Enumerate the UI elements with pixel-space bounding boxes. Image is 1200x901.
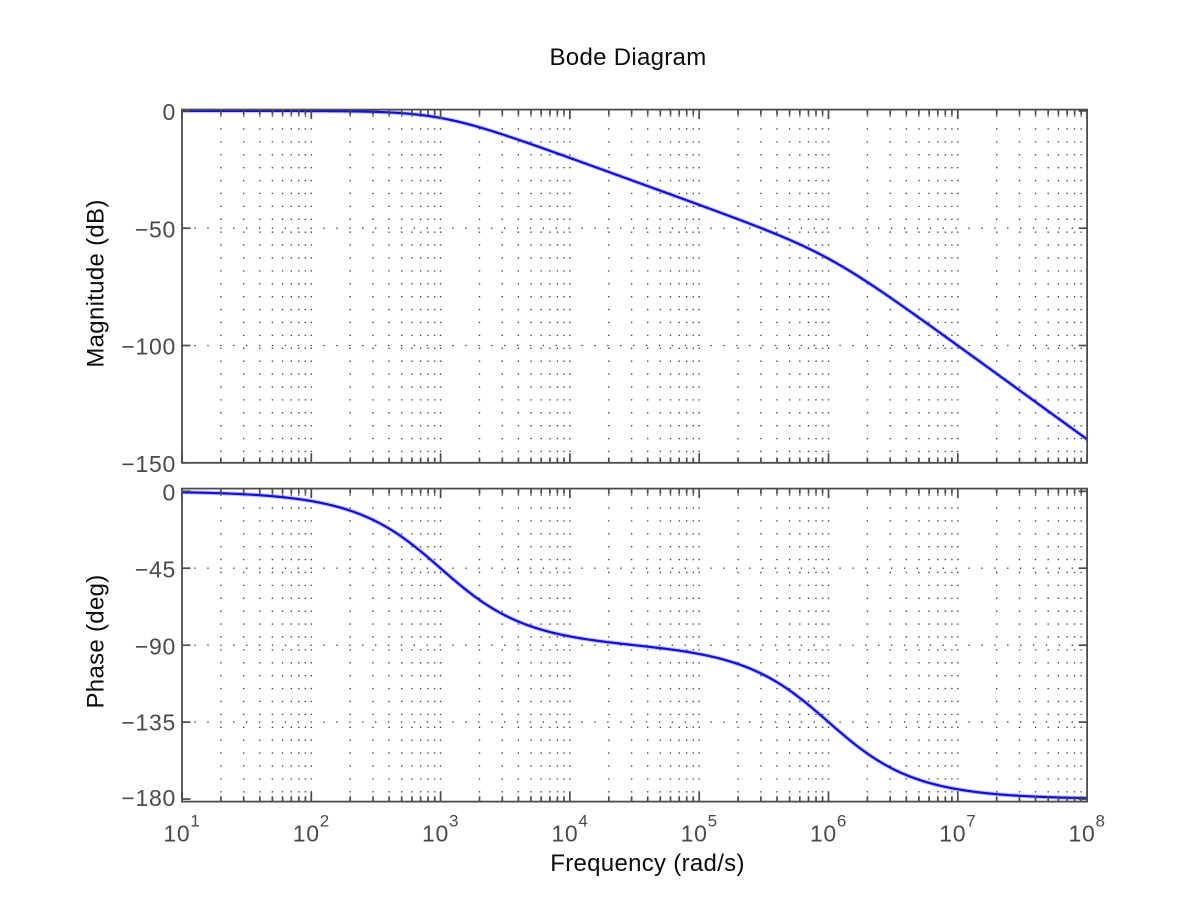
- svg-text:Phase (deg): Phase (deg): [83, 574, 110, 708]
- svg-text:−180: −180: [121, 785, 176, 811]
- svg-text:−50: −50: [135, 216, 176, 242]
- svg-text:−150: −150: [121, 451, 176, 477]
- svg-text:−45: −45: [135, 557, 176, 583]
- svg-text:−90: −90: [135, 634, 176, 660]
- svg-text:−100: −100: [121, 334, 176, 360]
- svg-text:Bode Diagram: Bode Diagram: [549, 44, 706, 71]
- svg-text:0: 0: [163, 480, 177, 506]
- svg-text:Frequency (rad/s): Frequency (rad/s): [550, 850, 745, 877]
- svg-text:0: 0: [163, 99, 177, 125]
- svg-text:Magnitude (dB): Magnitude (dB): [83, 199, 110, 367]
- svg-text:−135: −135: [121, 709, 176, 735]
